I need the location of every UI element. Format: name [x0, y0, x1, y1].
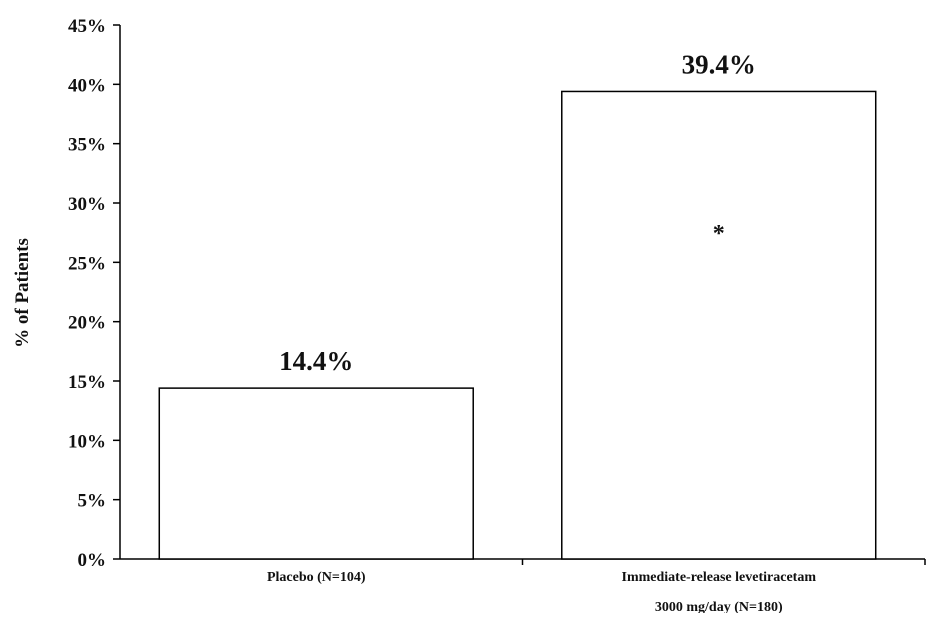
bar — [158, 387, 474, 560]
data-label: 39.4% — [682, 49, 756, 79]
y-tick-label: 10% — [68, 431, 106, 452]
y-tick-label: 0% — [78, 550, 107, 571]
y-tick-label: 5% — [78, 491, 107, 512]
y-tick-label: 20% — [68, 313, 106, 334]
significance-marker: * — [713, 221, 725, 247]
y-tick-label: 35% — [68, 135, 106, 156]
x-category-label: Immediate-release levetiracetam — [622, 570, 817, 585]
x-category-label: Placebo (N=104) — [267, 570, 366, 585]
y-tick-label: 30% — [68, 194, 106, 215]
y-axis-title: % of Patients — [12, 238, 33, 348]
y-tick-label: 45% — [68, 16, 106, 37]
y-tick-label: 15% — [68, 372, 106, 393]
x-category-label: 3000 mg/day (N=180) — [655, 600, 783, 613]
data-label: 14.4% — [279, 346, 353, 376]
bar — [561, 90, 877, 560]
y-tick-label: 40% — [68, 75, 106, 96]
y-tick-label: 25% — [68, 253, 106, 274]
